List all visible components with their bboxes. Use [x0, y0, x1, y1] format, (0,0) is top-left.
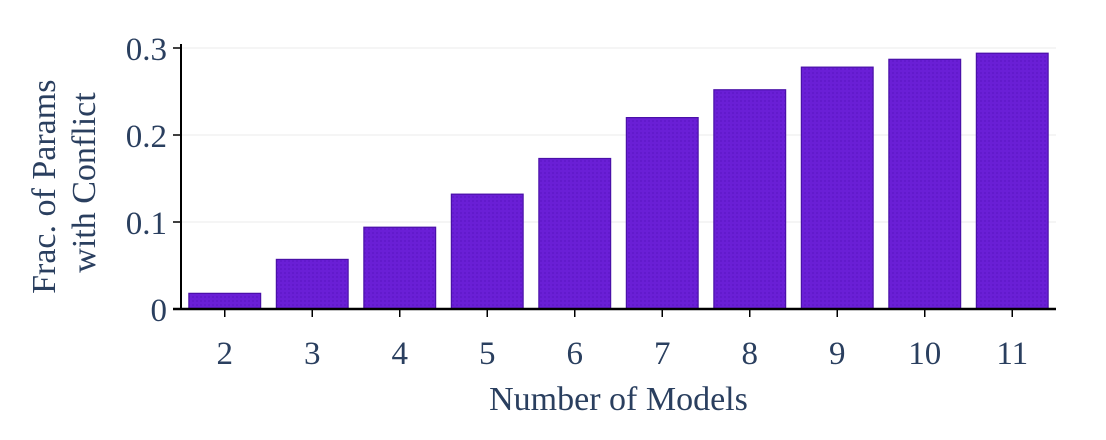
y-axis-title: Frac. of Params with Conflict [26, 71, 103, 294]
x-tick-label: 7 [654, 336, 671, 372]
bar-4 [363, 226, 437, 310]
bar-8 [713, 89, 787, 310]
x-tick-label: 11 [996, 336, 1028, 372]
x-tick-label: 5 [479, 336, 496, 372]
bar-9 [800, 66, 874, 310]
x-ticks: 2 3 4 5 6 7 8 9 10 11 [217, 309, 1028, 372]
y-tick-label: 0.3 [126, 32, 167, 68]
bar-5 [450, 193, 524, 310]
x-tick-label: 4 [392, 336, 409, 372]
bar-6 [538, 157, 612, 310]
y-tick-label: 0 [151, 293, 168, 329]
y-tick-label: 0.2 [126, 119, 167, 155]
y-axis-title-line-1: Frac. of Params [26, 80, 63, 294]
bar-10 [888, 58, 962, 310]
x-axis-title: Number of Models [489, 381, 748, 418]
y-tick-label: 0.1 [126, 206, 167, 242]
x-tick-label: 10 [908, 336, 941, 372]
x-tick-label: 9 [829, 336, 846, 372]
x-tick-label: 8 [742, 336, 759, 372]
bars [188, 52, 1049, 310]
y-ticks: 0 0.1 0.2 0.3 [126, 32, 181, 329]
x-tick-label: 2 [217, 336, 234, 372]
x-tick-label: 3 [304, 336, 321, 372]
y-axis-title-line-2: with Conflict [66, 92, 103, 273]
bar-2 [188, 292, 262, 310]
bar-3 [275, 258, 349, 310]
bar-7 [625, 116, 699, 310]
x-tick-label: 6 [567, 336, 584, 372]
bar-11 [975, 52, 1049, 310]
axes [173, 44, 1056, 311]
